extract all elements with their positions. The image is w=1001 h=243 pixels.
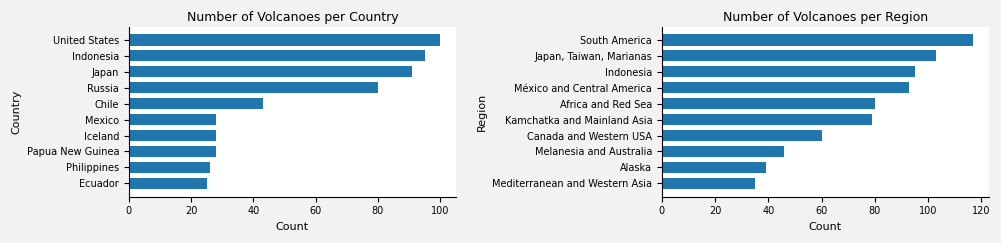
Y-axis label: Country: Country bbox=[11, 89, 21, 134]
Bar bbox=[129, 162, 210, 173]
Bar bbox=[662, 114, 872, 125]
Y-axis label: Region: Region bbox=[476, 93, 486, 131]
Bar bbox=[129, 98, 263, 109]
Title: Number of Volcanoes per Country: Number of Volcanoes per Country bbox=[186, 11, 398, 24]
Bar bbox=[129, 35, 440, 45]
Bar bbox=[662, 178, 755, 189]
Bar bbox=[129, 114, 216, 125]
Bar bbox=[129, 50, 424, 61]
Title: Number of Volcanoes per Region: Number of Volcanoes per Region bbox=[723, 11, 928, 24]
Bar bbox=[662, 146, 785, 157]
Bar bbox=[662, 162, 766, 173]
Bar bbox=[662, 98, 875, 109]
Bar bbox=[662, 82, 909, 93]
X-axis label: Count: Count bbox=[276, 222, 309, 232]
Bar bbox=[129, 178, 207, 189]
Bar bbox=[662, 66, 915, 77]
X-axis label: Count: Count bbox=[809, 222, 842, 232]
Bar bbox=[129, 146, 216, 157]
Bar bbox=[129, 130, 216, 141]
Bar bbox=[662, 35, 973, 45]
Bar bbox=[662, 50, 936, 61]
Bar bbox=[129, 82, 378, 93]
Bar bbox=[662, 130, 822, 141]
Bar bbox=[129, 66, 412, 77]
